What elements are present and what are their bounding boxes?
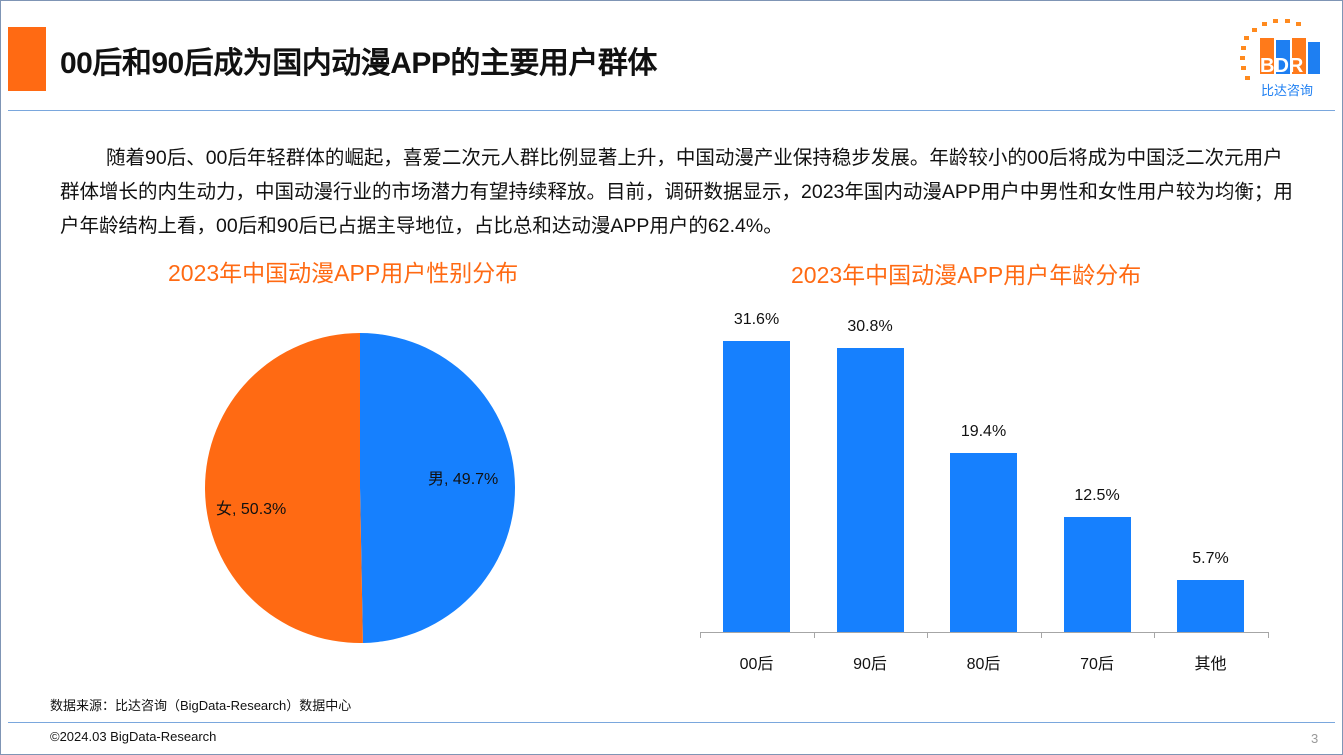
bar-category-label: 00后 [739,656,774,673]
bar-value-label: 31.6% [733,311,780,328]
x-axis-tick [700,632,701,638]
bar-chart-title: 2023年中国动漫APP用户年龄分布 [791,262,1142,288]
bar-category-label: 80后 [966,656,1001,673]
footer-divider [8,722,1335,723]
bar-value-label: 19.4% [960,423,1007,441]
bar-category-label: 70后 [1080,656,1114,673]
pie-label-female: 女, 50.3% [216,501,287,518]
x-axis-tick [927,632,928,638]
logo-blocks-icon [1260,38,1320,74]
data-source-note: 数据来源：比达咨询（BigData-Research）数据中心 [50,698,352,713]
x-axis-tick [813,632,815,638]
bdr-logo: BDR [1240,19,1320,80]
bar-value-label: 12.5% [1074,486,1120,504]
bar-4 [1063,516,1131,632]
bar-chart-x-axis [700,632,1268,633]
pie-chart-title: 2023年中国动漫APP用户性别分布 [168,260,519,286]
page-title: 00后和90后成为国内动漫APP的主要用户群体 [60,47,657,80]
gender-pie-chart [205,333,516,643]
pie-slice-female [205,333,363,643]
intro-paragraph: 随着90后、00后年轻群体的崛起，喜爱二次元人群比例显著上升，中国动漫产业保持稳… [60,141,1300,243]
x-axis-tick [1154,632,1155,638]
title-accent-bar [8,27,46,91]
logo-ring-icon [1240,19,1301,80]
bar-category-label: 其他 [1194,656,1227,673]
bar-2 [836,348,904,632]
x-axis-tick [1040,632,1042,638]
bar-3 [950,453,1017,632]
pie-slice-male [360,333,516,643]
logo-name: 比达咨询 [1261,84,1314,99]
logo-mark: BDR [1260,55,1304,77]
header-divider [8,110,1335,111]
bar-5 [1177,579,1244,632]
pie-label-male: 男, 49.7% [428,471,499,488]
x-axis-tick [1267,632,1269,638]
bar-category-label: 90后 [853,656,887,673]
bar-1 [723,341,790,632]
footer-copyright: ©2024.03 BigData-Research [50,729,217,744]
bar-value-label: 5.7% [1192,549,1229,567]
intro-paragraph-text: 随着90后、00后年轻群体的崛起，喜爱二次元人群比例显著上升，中国动漫产业保持稳… [60,147,1293,237]
bar-value-label: 30.8% [847,318,893,336]
page-number: 3 [1311,731,1319,746]
